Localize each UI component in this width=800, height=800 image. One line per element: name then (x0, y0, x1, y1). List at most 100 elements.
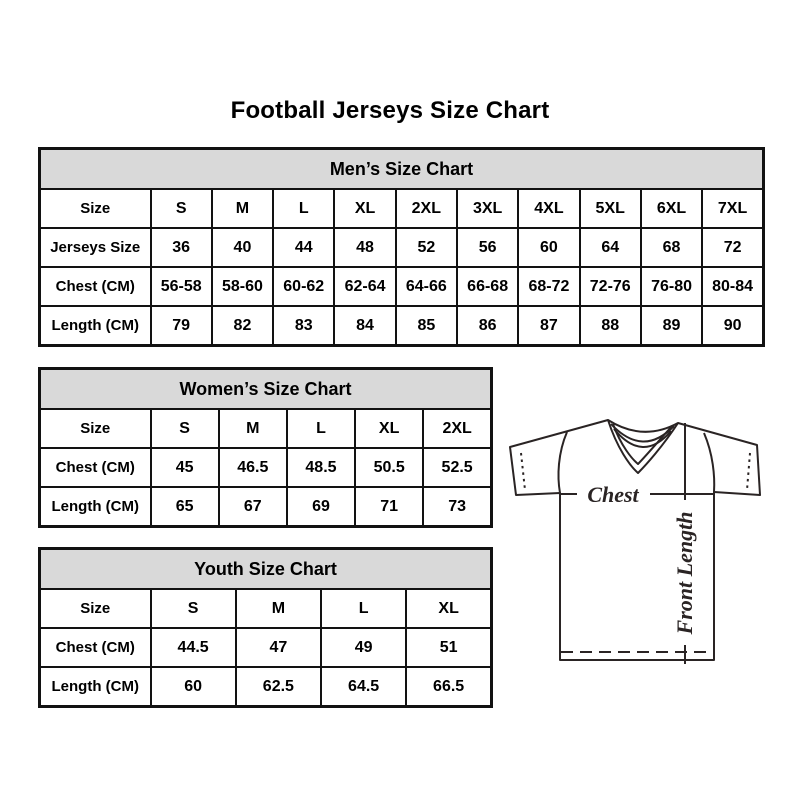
value-cell: 45 (149, 447, 220, 488)
left-cuff-dotted-line (520, 452, 526, 491)
value-cell: 62-64 (333, 266, 397, 307)
table-row: Length (CM) 60 62.5 64.5 66.5 (38, 666, 493, 708)
v-neck-inner-line (612, 423, 673, 465)
value-cell: 56-58 (149, 266, 213, 307)
value-cell: 51 (405, 627, 493, 668)
row-header-cell: Size (38, 588, 152, 629)
value-cell: 48.5 (285, 447, 357, 488)
value-cell: L (319, 588, 408, 629)
value-cell: 52.5 (422, 447, 493, 488)
table-title-row: Youth Size Chart (38, 547, 493, 590)
value-cell: 60-62 (272, 266, 336, 307)
value-cell: 66.5 (405, 666, 493, 708)
value-cell: 67 (217, 486, 288, 528)
table-title-row: Women’s Size Chart (38, 367, 493, 410)
value-cell: 49 (319, 627, 408, 668)
value-cell: 40 (210, 227, 275, 268)
value-cell: XL (333, 188, 397, 229)
table-row: Size S M L XL 2XL 3XL 4XL 5XL 6XL 7XL (38, 188, 765, 229)
value-cell: 66-68 (455, 266, 520, 307)
table-row: Length (CM) 65 67 69 71 73 (38, 486, 493, 528)
value-cell: 7XL (701, 188, 765, 229)
value-cell: 48 (333, 227, 397, 268)
value-cell: 80-84 (701, 266, 765, 307)
value-cell: 87 (517, 305, 581, 347)
value-cell: 62.5 (234, 666, 323, 708)
value-cell: 86 (455, 305, 520, 347)
row-header-cell: Chest (CM) (38, 447, 152, 488)
value-cell: 82 (210, 305, 275, 347)
right-cuff-dotted-line (746, 452, 751, 491)
jersey-measurement-diagram: Chest Front Length (509, 419, 761, 664)
value-cell: 58-60 (210, 266, 275, 307)
value-cell: 79 (149, 305, 213, 347)
value-cell: XL (354, 408, 425, 449)
value-cell: 65 (149, 486, 220, 528)
value-cell: 60 (517, 227, 581, 268)
value-cell: 5XL (578, 188, 642, 229)
value-cell: 71 (354, 486, 425, 528)
row-header-cell: Chest (CM) (38, 627, 152, 668)
collar-arc-icon (613, 428, 672, 448)
row-header-cell: Length (CM) (38, 305, 152, 347)
value-cell: 83 (272, 305, 336, 347)
table-row: Jerseys Size 36 40 44 48 52 56 60 64 68 72 (38, 227, 765, 268)
value-cell: 64.5 (319, 666, 408, 708)
row-header-cell: Chest (CM) (38, 266, 152, 307)
womens-size-table: Women’s Size Chart Size S M L XL 2XL Chest (CM)… (38, 367, 493, 528)
jersey-outline-path (509, 419, 761, 661)
value-cell: XL (405, 588, 493, 629)
front-length-label: Front Length (672, 512, 697, 636)
value-cell: M (210, 188, 275, 229)
value-cell: 69 (285, 486, 357, 528)
row-header-cell: Length (CM) (38, 486, 152, 528)
value-cell: 2XL (394, 188, 458, 229)
table-row: Size S M L XL (38, 588, 493, 629)
row-header-cell: Size (38, 408, 152, 449)
value-cell: 6XL (639, 188, 704, 229)
value-cell: S (149, 408, 220, 449)
value-cell: 85 (394, 305, 458, 347)
value-cell: L (285, 408, 357, 449)
value-cell: 68 (639, 227, 704, 268)
value-cell: 88 (578, 305, 642, 347)
row-header-cell: Jerseys Size (38, 227, 152, 268)
value-cell: 44.5 (149, 627, 237, 668)
value-cell: S (149, 588, 237, 629)
value-cell: 89 (639, 305, 704, 347)
table-row: Size S M L XL 2XL (38, 408, 493, 449)
value-cell: 64 (578, 227, 642, 268)
value-cell: 36 (149, 227, 213, 268)
v-neck-outer-line (607, 419, 679, 474)
value-cell: S (149, 188, 213, 229)
page-title: Football Jerseys Size Chart (230, 97, 550, 124)
mens-table-title: Men’s Size Chart (38, 147, 765, 190)
value-cell: 76-80 (639, 266, 704, 307)
value-cell: 44 (272, 227, 336, 268)
youth-size-table: Youth Size Chart Size S M L XL Chest (CM) 44.5 4… (38, 547, 493, 708)
value-cell: 60 (149, 666, 237, 708)
value-cell: 68-72 (517, 266, 581, 307)
value-cell: M (234, 588, 323, 629)
right-armhole-seam (703, 432, 716, 493)
value-cell: 72-76 (578, 266, 642, 307)
table-row: Chest (CM) 45 46.5 48.5 50.5 52.5 (38, 447, 493, 488)
youth-table-title: Youth Size Chart (38, 547, 493, 590)
row-header-cell: Size (38, 188, 152, 229)
womens-table-title: Women’s Size Chart (38, 367, 493, 410)
value-cell: 2XL (422, 408, 493, 449)
value-cell: 47 (234, 627, 323, 668)
value-cell: 56 (455, 227, 520, 268)
value-cell: 50.5 (354, 447, 425, 488)
chest-label: Chest (587, 482, 639, 507)
value-cell: 46.5 (217, 447, 288, 488)
value-cell: M (217, 408, 288, 449)
table-row: Chest (CM) 44.5 47 49 51 (38, 627, 493, 668)
value-cell: 4XL (517, 188, 581, 229)
value-cell: 3XL (455, 188, 520, 229)
table-row: Length (CM) 79 82 83 84 85 86 87 88 89 90 (38, 305, 765, 347)
value-cell: L (272, 188, 336, 229)
mens-size-table: Men’s Size Chart Size S M L XL 2XL 3XL 4XL 5XL 6XL… (38, 147, 765, 347)
value-cell: 64-66 (394, 266, 458, 307)
value-cell: 90 (701, 305, 765, 347)
